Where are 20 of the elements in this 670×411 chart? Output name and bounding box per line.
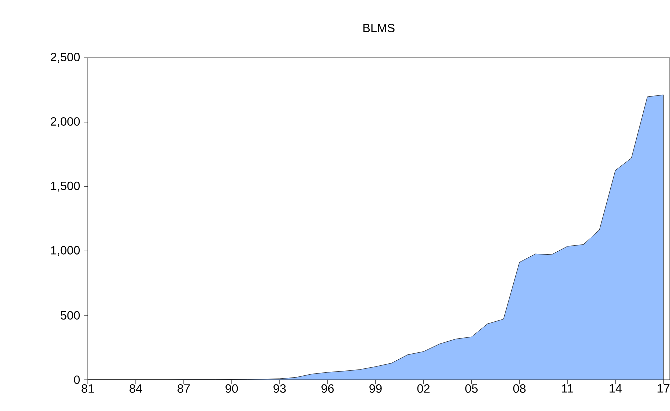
y-tick-label: 0 <box>74 376 80 384</box>
x-tick-label: 84 <box>130 384 142 394</box>
x-tick-label: 93 <box>274 384 286 394</box>
chart-title: BLMS <box>364 24 395 33</box>
x-tick-label: 99 <box>370 384 382 394</box>
x-tick-label: 08 <box>514 384 526 394</box>
y-tick-label: 1,000 <box>51 246 80 256</box>
x-tick-label: 96 <box>322 384 334 394</box>
y-tick-label: 2,000 <box>51 117 80 128</box>
x-tick-label: 02 <box>418 384 430 394</box>
x-tick-label: 90 <box>226 384 238 394</box>
x-tick-label: 11 <box>562 384 574 393</box>
y-tick-label: 2,500 <box>51 53 80 63</box>
x-tick-label: 87 <box>178 384 190 394</box>
x-tick-label: 05 <box>466 384 478 394</box>
x-tick-label: 17 <box>658 384 670 393</box>
y-tick-label: 1,500 <box>51 182 80 192</box>
y-tick-label: 500 <box>60 311 80 320</box>
x-tick-label: 14 <box>610 384 622 393</box>
x-tick-label: 81 <box>82 384 94 394</box>
